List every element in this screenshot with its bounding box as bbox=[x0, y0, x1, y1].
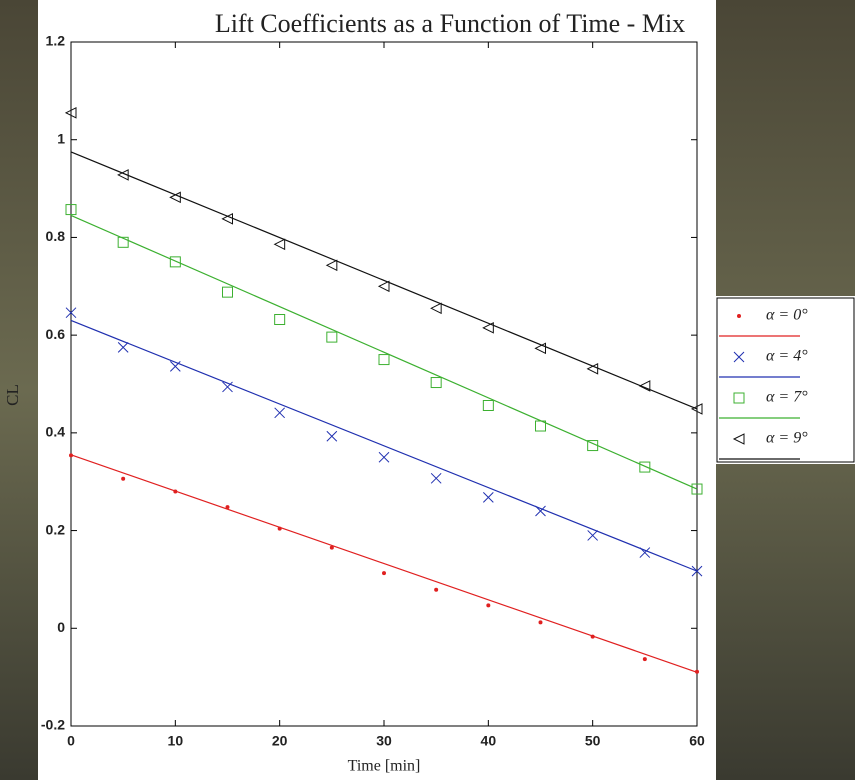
data-point bbox=[277, 526, 282, 531]
data-point bbox=[639, 461, 651, 473]
data-point bbox=[65, 307, 77, 319]
fit-line bbox=[70, 319, 698, 572]
x-axis-label: Time [min] bbox=[348, 758, 421, 775]
legend-marker bbox=[733, 392, 745, 404]
data-point bbox=[69, 453, 73, 458]
data-point bbox=[169, 361, 181, 372]
legend-marker bbox=[737, 314, 741, 318]
legend-box-edge bbox=[716, 297, 855, 463]
data-point bbox=[535, 505, 546, 517]
data-point bbox=[169, 191, 181, 204]
data-point bbox=[590, 634, 595, 639]
legend-label: α = 9° bbox=[766, 430, 808, 447]
data-point bbox=[482, 491, 494, 503]
data-point bbox=[430, 472, 442, 484]
data-point bbox=[377, 280, 390, 293]
x-tick-label: 20 bbox=[272, 733, 288, 749]
legend-label: α = 0° bbox=[766, 307, 808, 324]
data-point bbox=[535, 420, 546, 432]
chart-title: Lift Coefficients as a Function of Time … bbox=[215, 9, 685, 38]
x-tick-label: 50 bbox=[585, 733, 601, 749]
data-point bbox=[325, 259, 338, 272]
y-tick-label: 0.6 bbox=[46, 326, 66, 342]
data-point bbox=[329, 545, 334, 550]
data-point bbox=[538, 620, 543, 625]
data-point bbox=[117, 236, 129, 248]
data-point bbox=[64, 107, 77, 119]
data-point bbox=[486, 603, 491, 608]
y-axis-label: CL bbox=[3, 384, 22, 406]
figure-panel bbox=[38, 0, 716, 780]
data-point bbox=[534, 342, 546, 355]
data-point bbox=[690, 403, 703, 415]
data-point bbox=[173, 489, 178, 494]
legend-label: α = 4° bbox=[766, 348, 808, 365]
x-tick-label: 0 bbox=[67, 733, 75, 749]
y-tick-label: 0.8 bbox=[46, 228, 66, 244]
fit-line bbox=[70, 214, 698, 490]
data-point bbox=[639, 547, 651, 558]
data-point bbox=[587, 440, 599, 452]
data-point bbox=[638, 380, 651, 392]
data-point bbox=[482, 322, 494, 334]
data-point bbox=[326, 430, 338, 442]
x-tick-label: 60 bbox=[689, 733, 705, 749]
data-point bbox=[482, 399, 494, 411]
y-tick-label: 0 bbox=[57, 619, 65, 635]
data-point bbox=[169, 256, 181, 268]
data-point bbox=[382, 571, 386, 576]
data-point bbox=[430, 302, 442, 315]
data-point bbox=[378, 354, 390, 366]
x-tick-label: 40 bbox=[481, 733, 497, 749]
y-tick-label: 0.2 bbox=[46, 521, 66, 537]
x-tick-label: 30 bbox=[376, 733, 392, 749]
data-point bbox=[274, 314, 286, 326]
data-point bbox=[326, 331, 338, 343]
data-point bbox=[587, 530, 599, 541]
data-point bbox=[225, 505, 230, 510]
legend-marker bbox=[733, 351, 745, 363]
data-point bbox=[430, 377, 442, 389]
data-point bbox=[221, 213, 233, 225]
data-point bbox=[378, 451, 390, 463]
data-point bbox=[691, 483, 703, 495]
data-point bbox=[273, 238, 286, 251]
data-point bbox=[117, 342, 129, 353]
data-point bbox=[65, 204, 77, 216]
y-tick-label: 1 bbox=[57, 130, 65, 146]
y-tick-label: -0.2 bbox=[41, 717, 65, 733]
data-point bbox=[695, 669, 699, 674]
data-point bbox=[642, 657, 647, 662]
y-tick-label: 1.2 bbox=[46, 33, 66, 49]
legend-label: α = 7° bbox=[766, 389, 808, 406]
data-point bbox=[274, 407, 286, 419]
data-point bbox=[121, 476, 126, 481]
data-point bbox=[586, 363, 599, 375]
x-tick-label: 10 bbox=[168, 733, 184, 749]
data-point bbox=[222, 381, 233, 393]
data-point bbox=[222, 286, 233, 298]
data-point bbox=[434, 587, 439, 592]
data-point bbox=[117, 169, 129, 181]
y-tick-label: 0.4 bbox=[46, 424, 66, 440]
data-point bbox=[691, 565, 703, 577]
legend-marker bbox=[732, 433, 745, 445]
